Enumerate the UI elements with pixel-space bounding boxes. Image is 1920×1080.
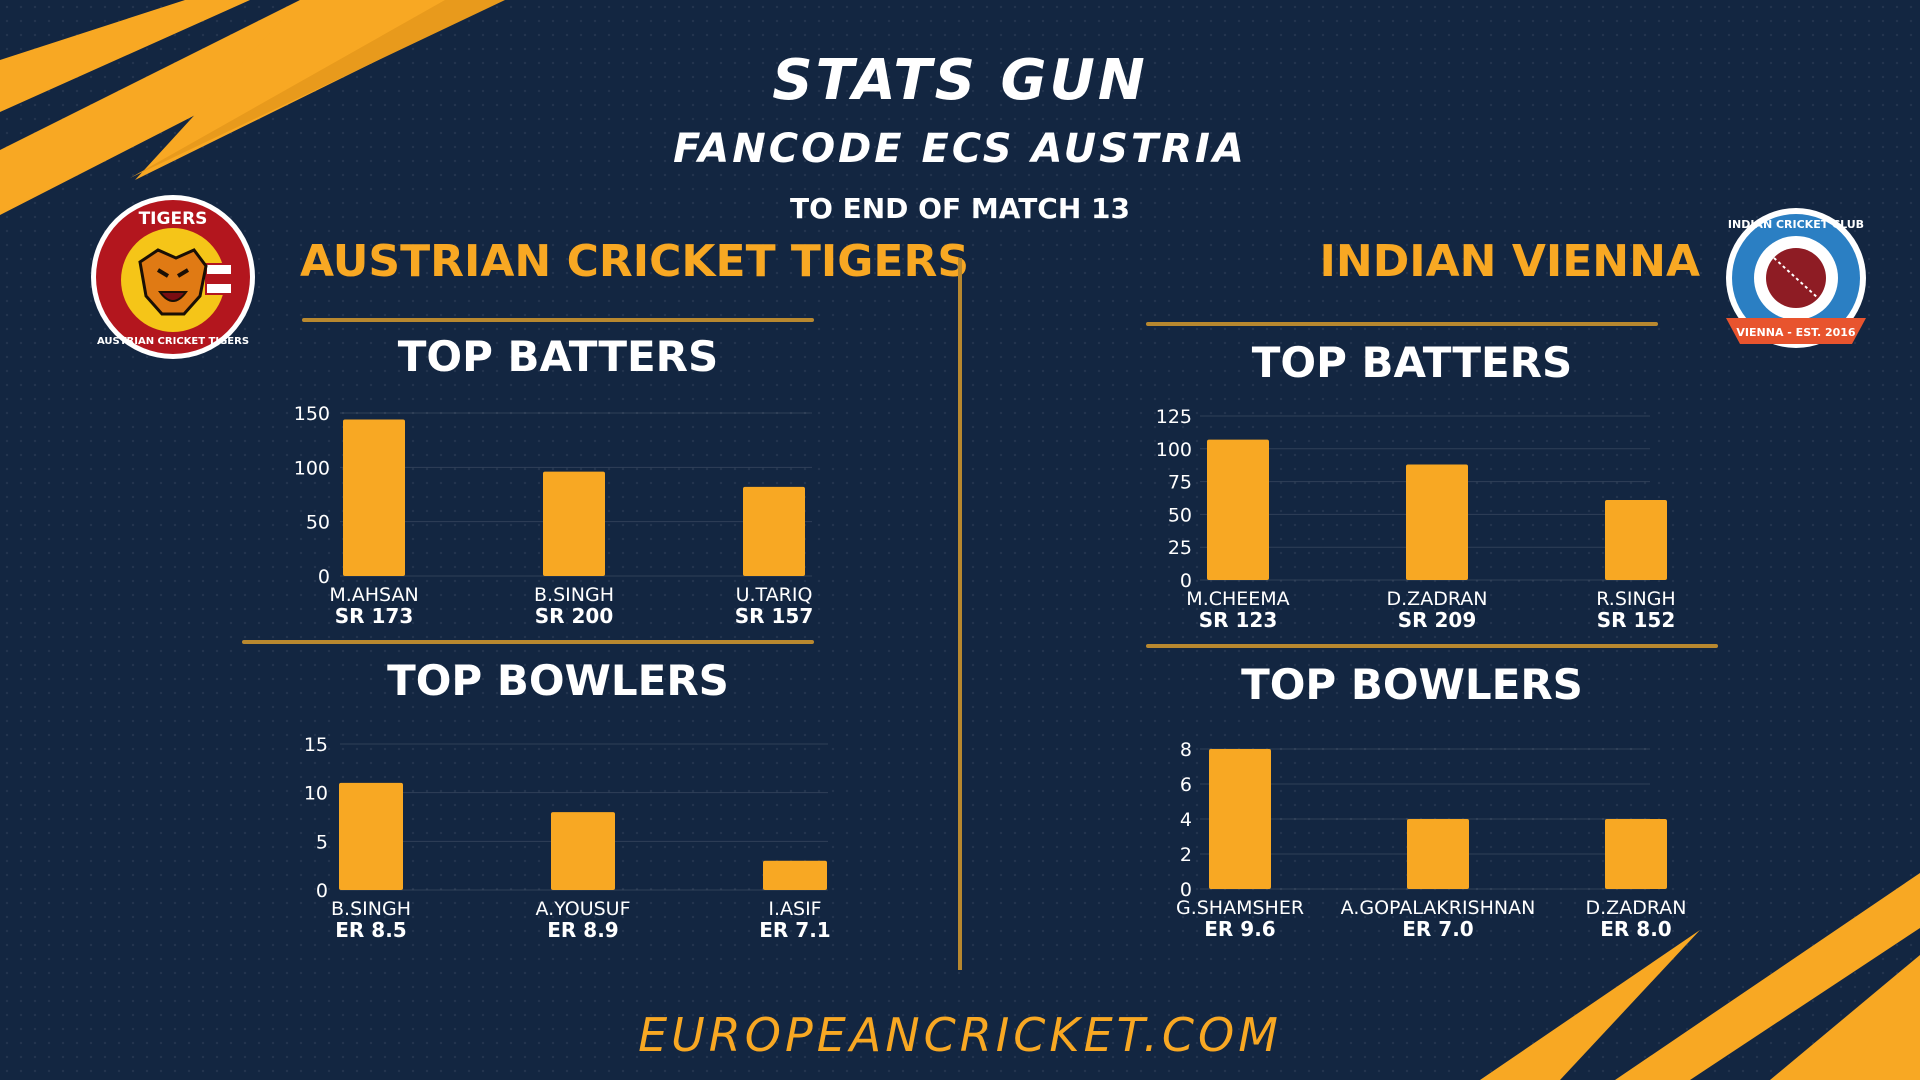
bar <box>1207 439 1269 580</box>
y-tick-label: 6 <box>1180 774 1192 796</box>
page-title: STATS GUN <box>772 48 1148 113</box>
bar <box>1406 464 1468 580</box>
stat-label: ER 8.9 <box>547 918 618 942</box>
y-tick-label: 150 <box>294 403 330 425</box>
bar <box>551 812 615 890</box>
logo-text: AUSTRIAN CRICKET TIGERS <box>97 336 249 347</box>
category-label: B.SINGH <box>534 584 614 606</box>
y-tick-label: 4 <box>1180 809 1192 831</box>
category-label: B.SINGH <box>331 898 411 920</box>
stat-label: SR 152 <box>1597 608 1676 632</box>
category-label: M.CHEEMA <box>1186 588 1289 610</box>
tigers-logo: TIGERS AUSTRIAN CRICKET TIGERS <box>91 195 255 359</box>
category-label: D.ZADRAN <box>1387 588 1488 610</box>
bar <box>1605 819 1667 889</box>
category-label: A.GOPALAKRISHNAN <box>1341 897 1536 919</box>
bar <box>543 471 605 576</box>
stat-label: ER 9.6 <box>1204 917 1275 941</box>
indian-cricket-club-logo: INDIAN CRICKET CLUB VIENNA - EST. 2016 <box>1726 208 1866 348</box>
stat-label: ER 7.0 <box>1402 917 1473 941</box>
section-title-right-bowlers: TOP BOWLERS <box>1241 660 1583 709</box>
y-tick-label: 2 <box>1180 844 1192 866</box>
stat-label: SR 157 <box>735 604 814 628</box>
y-tick-label: 100 <box>294 457 330 479</box>
bar <box>343 419 405 576</box>
y-tick-label: 50 <box>306 512 330 534</box>
bar <box>1605 499 1667 580</box>
y-tick-label: 10 <box>304 783 328 805</box>
center-divider <box>958 258 962 970</box>
stat-label: ER 8.0 <box>1600 917 1671 941</box>
stat-label: SR 200 <box>535 604 614 628</box>
section-title-left-bowlers: TOP BOWLERS <box>387 656 729 705</box>
team-name-left: AUSTRIAN CRICKET TIGERS <box>300 236 970 287</box>
logo-text: INDIAN CRICKET CLUB <box>1728 218 1864 231</box>
stat-label: SR 209 <box>1398 608 1477 632</box>
team-name-right: INDIAN VIENNA <box>1319 236 1700 287</box>
category-label: A.YOUSUF <box>535 898 630 920</box>
stat-label: ER 7.1 <box>759 918 830 942</box>
stat-label: ER 8.5 <box>335 918 406 942</box>
bar <box>339 782 403 890</box>
bar <box>1407 819 1469 889</box>
y-tick-label: 0 <box>1180 570 1192 592</box>
y-tick-label: 50 <box>1168 504 1192 526</box>
y-tick-label: 0 <box>318 566 330 588</box>
y-tick-label: 15 <box>304 734 328 756</box>
page-subtitle: FANCODE ECS AUSTRIA <box>673 126 1247 172</box>
stat-label: SR 173 <box>335 604 414 628</box>
y-tick-label: 0 <box>316 880 328 902</box>
section-title-left-batters: TOP BATTERS <box>397 332 719 381</box>
category-label: U.TARIQ <box>736 584 813 606</box>
footer-website: EUROPEANCRICKET.COM <box>638 1008 1282 1062</box>
category-label: I.ASIF <box>768 898 821 920</box>
y-tick-label: 0 <box>1180 879 1192 901</box>
rule-right-top <box>1146 322 1658 326</box>
bar <box>763 860 827 890</box>
y-tick-label: 5 <box>316 831 328 853</box>
y-tick-label: 25 <box>1168 537 1192 559</box>
category-label: G.SHAMSHER <box>1176 897 1304 919</box>
bar <box>743 486 805 576</box>
y-tick-label: 100 <box>1156 439 1192 461</box>
category-label: M.AHSAN <box>329 584 418 606</box>
y-tick-label: 75 <box>1168 472 1192 494</box>
section-title-right-batters: TOP BATTERS <box>1251 338 1573 387</box>
bar <box>1209 749 1271 889</box>
category-label: D.ZADRAN <box>1586 897 1687 919</box>
rule-right-mid <box>1146 644 1718 648</box>
logo-text: VIENNA - EST. 2016 <box>1736 326 1856 339</box>
logo-text: TIGERS <box>139 209 208 229</box>
category-label: R.SINGH <box>1596 588 1675 610</box>
y-tick-label: 8 <box>1180 739 1192 761</box>
y-tick-label: 125 <box>1156 406 1192 428</box>
match-note: TO END OF MATCH 13 <box>789 192 1131 225</box>
rule-left-mid <box>242 640 814 644</box>
stat-label: SR 123 <box>1199 608 1278 632</box>
rule-left-top <box>302 318 814 322</box>
